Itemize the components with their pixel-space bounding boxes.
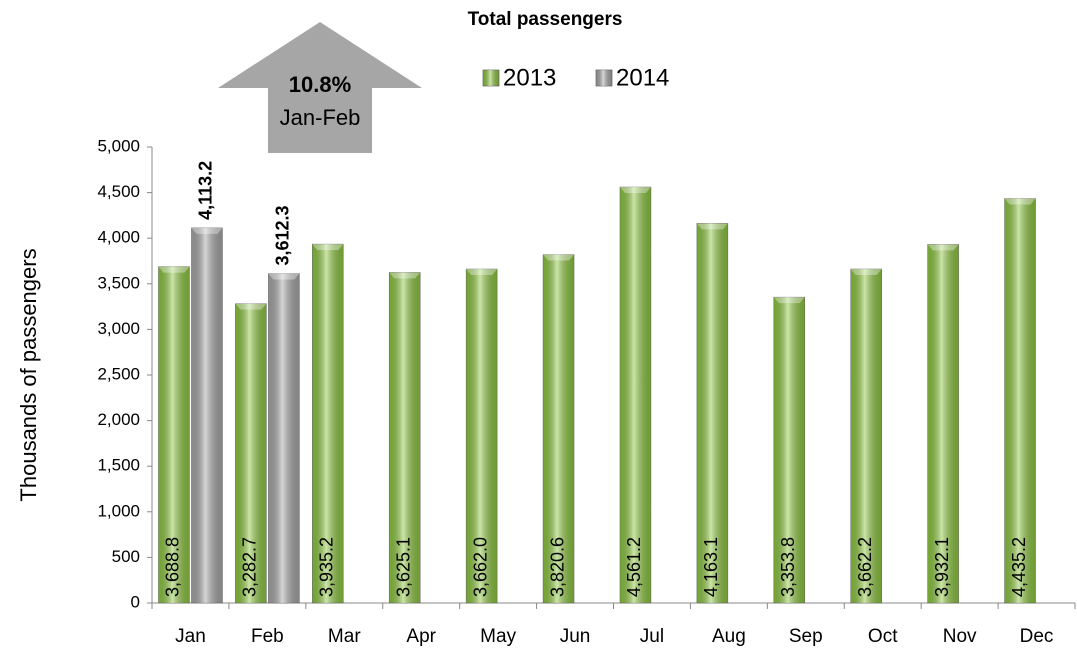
growth-arrow — [218, 22, 422, 153]
legend-label: 2014 — [616, 64, 669, 91]
y-tick-label: 1,000 — [97, 501, 140, 520]
bar-shine — [543, 254, 575, 603]
value-label: 3,625.1 — [393, 537, 413, 597]
annotation-value: 10.8% — [289, 72, 351, 97]
legend-label: 2013 — [503, 64, 556, 91]
bar-cap — [543, 254, 575, 261]
x-tick-label: Aug — [712, 626, 746, 647]
value-label: 3,282.7 — [240, 537, 260, 597]
value-label: 3,662.2 — [855, 537, 875, 597]
bar-cap — [773, 297, 805, 304]
bar-cap — [389, 272, 421, 279]
bar-cap — [312, 244, 344, 251]
value-label: 3,820.6 — [547, 537, 567, 597]
bar-cap — [696, 223, 728, 230]
bar-shine — [696, 223, 728, 603]
x-tick-label: Nov — [943, 626, 977, 647]
bar-shine — [191, 227, 223, 603]
bar-cap — [158, 266, 190, 273]
x-tick-label: Oct — [868, 626, 898, 647]
value-label: 3,612.3 — [273, 205, 293, 265]
value-label: 4,435.2 — [1009, 537, 1029, 597]
y-tick-label: 2,500 — [97, 364, 140, 383]
bar-cap — [268, 273, 300, 280]
value-label: 3,662.0 — [470, 537, 490, 597]
bar-shine — [773, 297, 805, 603]
value-label: 3,932.1 — [932, 537, 952, 597]
y-axis-title: Thousands of passengers — [16, 248, 41, 501]
value-label: 4,163.1 — [701, 537, 721, 597]
bar-cap — [619, 187, 651, 194]
bar-shine — [850, 269, 882, 603]
x-tick-label: Apr — [406, 626, 436, 647]
bar-cap — [191, 227, 223, 234]
x-tick-label: Sep — [789, 626, 823, 647]
legend-swatch-shine — [596, 70, 612, 86]
y-tick-label: 4,500 — [97, 182, 140, 201]
y-tick-label: 4,000 — [97, 228, 140, 247]
x-tick-label: Jan — [175, 626, 206, 647]
bar-cap — [850, 269, 882, 276]
y-tick-label: 500 — [112, 547, 140, 566]
bar-cap — [235, 303, 267, 310]
bar-shine — [927, 244, 959, 603]
value-label: 3,935.2 — [317, 537, 337, 597]
x-tick-label: May — [480, 626, 516, 647]
bar-cap — [927, 244, 959, 251]
bar-shine — [1004, 198, 1036, 603]
x-tick-label: Jun — [560, 626, 591, 647]
bar-shine — [268, 273, 300, 603]
x-tick-label: Feb — [251, 626, 284, 647]
bar-shine — [466, 269, 498, 603]
x-tick-label: Dec — [1020, 626, 1054, 647]
annotation-period: Jan-Feb — [280, 105, 361, 130]
y-tick-label: 1,500 — [97, 456, 140, 475]
y-tick-label: 0 — [131, 592, 140, 611]
bar-cap — [466, 269, 498, 276]
bar-shine — [235, 303, 267, 603]
value-label: 3,688.8 — [163, 537, 183, 597]
legend-swatch-shine — [483, 70, 499, 86]
value-label: 4,113.2 — [196, 161, 216, 220]
y-tick-label: 2,000 — [97, 410, 140, 429]
x-tick-label: Mar — [328, 626, 361, 647]
bar-cap — [1004, 198, 1036, 205]
y-tick-label: 5,000 — [97, 136, 140, 155]
y-tick-label: 3,500 — [97, 273, 140, 292]
value-label: 3,353.8 — [778, 537, 798, 597]
bar-shine — [619, 187, 651, 603]
bar-shine — [312, 244, 344, 604]
chart-title: Total passengers — [468, 9, 623, 30]
x-tick-label: Jul — [640, 626, 664, 647]
value-label: 4,561.2 — [624, 537, 644, 597]
bar-shine — [158, 266, 190, 603]
y-tick-label: 3,000 — [97, 319, 140, 338]
bar-shine — [389, 272, 421, 603]
